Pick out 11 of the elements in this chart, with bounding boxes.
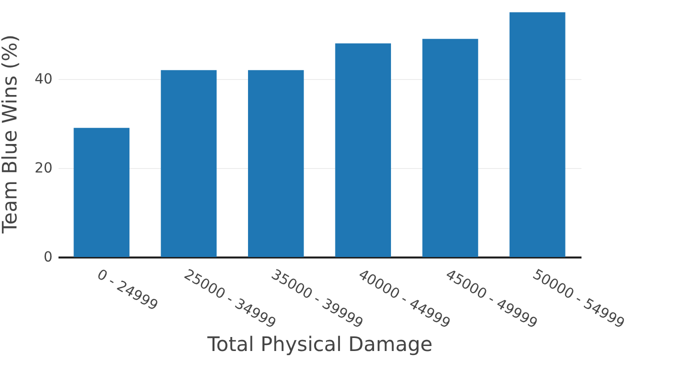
y-tick-label: 20 xyxy=(34,160,52,176)
bar xyxy=(510,12,566,257)
y-tick-label: 40 xyxy=(34,71,52,88)
bar xyxy=(422,38,478,257)
x-axis-title: Total Physical Damage xyxy=(206,332,433,356)
y-axis-title: Team Blue Wins (%) xyxy=(0,34,22,234)
bar xyxy=(74,128,130,257)
bar xyxy=(160,70,217,257)
bar xyxy=(335,43,391,257)
y-tick-label: 0 xyxy=(44,250,52,266)
bar xyxy=(248,70,304,257)
